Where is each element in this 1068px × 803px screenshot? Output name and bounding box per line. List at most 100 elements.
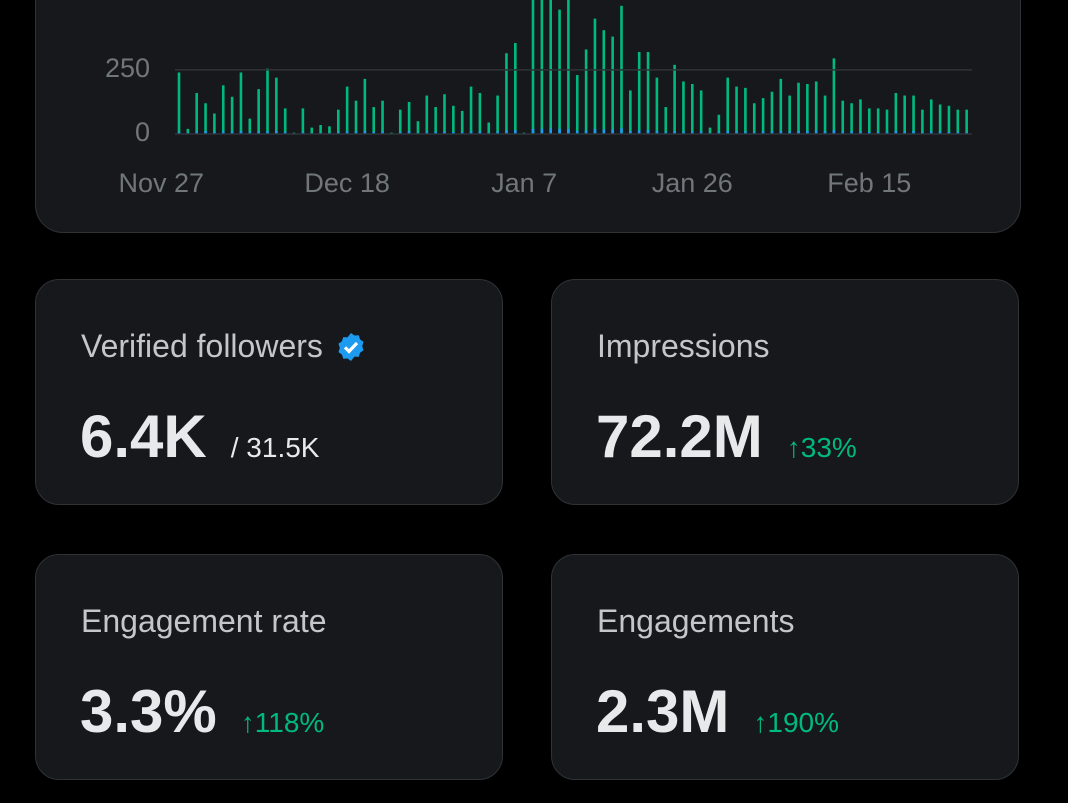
bar (337, 131, 340, 134)
bar (319, 125, 322, 134)
card-value: 2.3M (596, 678, 730, 745)
up-arrow: ↑ (240, 707, 255, 738)
bar (584, 49, 588, 134)
bar (797, 130, 800, 134)
bar (699, 90, 703, 134)
bar (921, 131, 924, 134)
bar (779, 130, 783, 134)
bar (726, 130, 729, 134)
bar (673, 64, 676, 134)
bar (921, 109, 924, 134)
stat-card[interactable]: Impressions 72.2M ↑33% (551, 279, 1019, 505)
bar (275, 130, 278, 134)
x-tick-label: Feb 15 (827, 168, 911, 198)
bar (823, 95, 827, 134)
bar (469, 131, 473, 134)
bar (761, 98, 765, 134)
bar (248, 131, 252, 134)
bar (460, 110, 464, 134)
bar (938, 104, 942, 134)
bar (478, 131, 482, 134)
bar (257, 89, 260, 134)
bar (841, 100, 845, 134)
bar (345, 86, 349, 134)
bar (637, 130, 641, 134)
bar (514, 42, 517, 134)
bar (744, 87, 747, 134)
bar (814, 81, 818, 134)
bar (363, 130, 367, 134)
bar (514, 130, 517, 134)
bar (611, 36, 614, 134)
bar (301, 131, 305, 134)
card-change: 118% (254, 707, 325, 738)
bar (823, 131, 827, 134)
card-change: 190% (767, 707, 840, 738)
bar (266, 68, 269, 134)
bar (691, 84, 694, 134)
bar (965, 131, 968, 134)
bar (478, 92, 482, 134)
bar (434, 131, 437, 134)
bar (806, 130, 809, 134)
bar (381, 100, 384, 134)
card-value: 6.4K (80, 403, 207, 470)
bar (682, 131, 685, 134)
bar (691, 131, 694, 134)
bar (266, 131, 269, 134)
bar (664, 107, 668, 134)
bar (903, 131, 906, 134)
bar (372, 107, 375, 134)
bar (337, 109, 340, 134)
bar (283, 131, 287, 134)
bar (434, 107, 437, 134)
bar (717, 114, 721, 134)
card-value-row: 72.2M ↑33% (596, 402, 857, 471)
bar (593, 18, 597, 135)
bar (894, 130, 898, 134)
card-label-row: Verified followers (81, 328, 367, 365)
bar (328, 126, 331, 134)
bar (248, 118, 252, 134)
bar (505, 53, 508, 134)
bar (761, 131, 765, 134)
bar (505, 130, 508, 134)
y-tick-label: 250 (105, 53, 150, 83)
bar (239, 130, 243, 134)
bar (584, 130, 588, 134)
bar (876, 131, 880, 134)
bar (885, 131, 889, 134)
bar (947, 105, 951, 134)
bar (221, 131, 225, 134)
card-value: 3.3% (80, 678, 217, 745)
up-arrow: ↑ (786, 432, 801, 463)
bar (575, 75, 579, 134)
stat-card[interactable]: Engagements 2.3M ↑190% (551, 554, 1019, 780)
bar (956, 109, 960, 134)
bar (354, 100, 358, 134)
bar (221, 85, 225, 134)
bar (859, 131, 862, 134)
bar (717, 131, 721, 134)
bar (806, 84, 809, 134)
bar (195, 92, 198, 134)
card-value-row: 3.3% ↑118% (80, 677, 324, 746)
bar (345, 131, 349, 134)
bar (177, 72, 181, 134)
bar (213, 131, 216, 134)
bar (770, 91, 774, 134)
stat-card[interactable]: Engagement rate 3.3% ↑118% (35, 554, 503, 780)
card-label: Engagements (597, 603, 795, 639)
bar (540, 128, 544, 134)
card-value: 72.2M (596, 403, 763, 470)
bar (549, 128, 552, 134)
bar (850, 103, 853, 134)
bar (443, 131, 446, 134)
bar (611, 129, 614, 134)
bar (788, 95, 791, 134)
bar (275, 77, 278, 134)
stat-card[interactable]: Verified followers 6.4K / 31.5K (35, 279, 503, 505)
bar (487, 122, 491, 134)
bar (929, 99, 933, 134)
